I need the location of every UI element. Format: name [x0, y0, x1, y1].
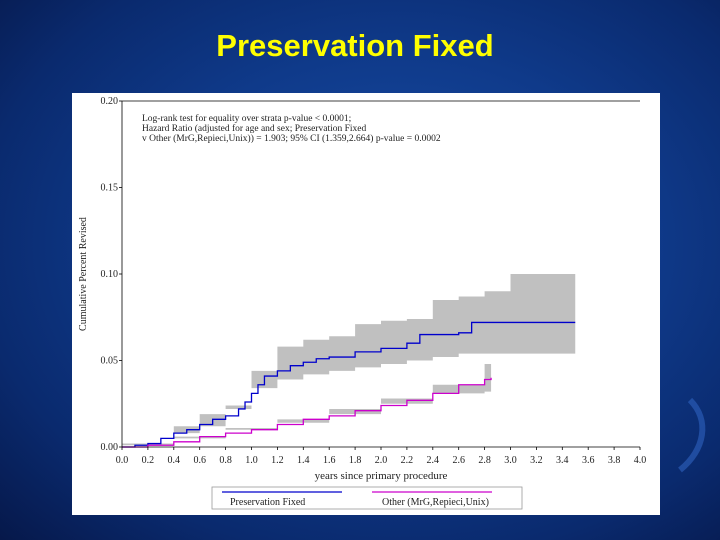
- annotation-line-2: Hazard Ratio (adjusted for age and sex; …: [142, 123, 366, 134]
- y-tick-label: 0.20: [101, 96, 119, 107]
- series-line-1: [122, 321, 576, 448]
- slide-title: Preservation Fixed: [216, 28, 494, 63]
- x-tick-label: 1.8: [349, 455, 362, 466]
- x-tick-label: 0.8: [219, 455, 232, 466]
- x-tick-label: 0.4: [168, 455, 181, 466]
- legend-label-2: Other (MrG,Repieci,Unix): [382, 497, 489, 508]
- x-tick-label: 0.0: [116, 455, 129, 466]
- x-tick-label: 2.8: [478, 455, 491, 466]
- legend-label-1: Preservation Fixed: [230, 497, 305, 508]
- x-tick-label: 4.0: [634, 455, 647, 466]
- x-tick-label: 3.8: [608, 455, 621, 466]
- x-tick-label: 1.6: [323, 455, 336, 466]
- x-tick-label: 2.4: [427, 455, 440, 466]
- chart-panel: 0.00 0.05 0.10 0.15 0.20 0.0 0.2 0.4 0.6 0.8 1.0 1.…: [72, 93, 660, 515]
- x-tick-label: 1.4: [297, 455, 310, 466]
- y-tick-label: 0.05: [101, 356, 119, 367]
- x-tick-label: 1.2: [271, 455, 284, 466]
- x-tick-label: 3.0: [504, 455, 517, 466]
- series-line-2: [122, 377, 492, 448]
- y-tick-label: 0.10: [101, 269, 119, 280]
- x-tick-label: 2.6: [452, 455, 465, 466]
- x-tick-label: 2.2: [401, 455, 414, 466]
- annotation-line-1: Log-rank test for equality over strata p…: [142, 113, 351, 124]
- ci-band-1: [122, 274, 576, 447]
- y-tick-label: 0.15: [101, 183, 119, 194]
- chart: 0.00 0.05 0.10 0.15 0.20 0.0 0.2 0.4 0.6 0.8 1.0 1.…: [78, 96, 647, 510]
- x-tick-label: 1.0: [245, 455, 258, 466]
- ci-band-2: [122, 362, 492, 447]
- x-tick-label: 0.2: [142, 455, 155, 466]
- annotation-line-3: v Other (MrG,Repieci,Unix)) = 1.903; 95%…: [142, 133, 441, 144]
- y-tick-label: 0.00: [101, 442, 119, 453]
- x-tick-label: 3.4: [556, 455, 569, 466]
- x-tick-label: 2.0: [375, 455, 388, 466]
- x-tick-label: 3.2: [530, 455, 543, 466]
- x-tick-label: 3.6: [582, 455, 595, 466]
- x-axis-label: years since primary procedure: [315, 470, 448, 482]
- legend-box: [211, 486, 523, 510]
- y-axis-label: Cumulative Percent Revised: [78, 217, 89, 331]
- x-tick-label: 0.6: [193, 455, 206, 466]
